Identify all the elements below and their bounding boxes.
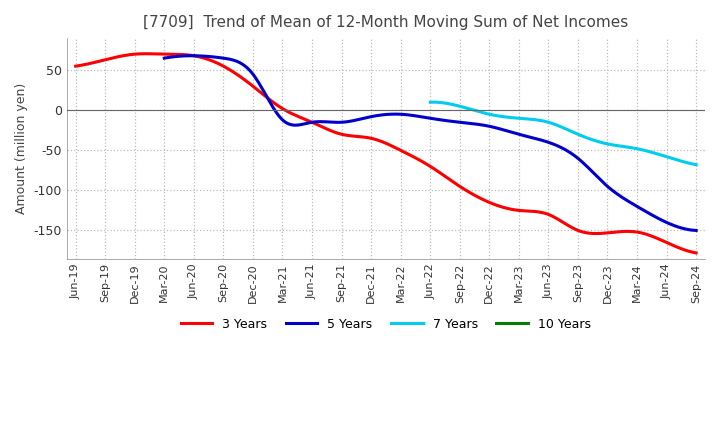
Line: 7 Years: 7 Years — [431, 102, 696, 165]
Title: [7709]  Trend of Mean of 12-Month Moving Sum of Net Incomes: [7709] Trend of Mean of 12-Month Moving … — [143, 15, 629, 30]
3 Years — [636, 230, 644, 235]
3 Years — [596, 231, 605, 236]
7 Years — [651, 150, 660, 156]
7 Years — [668, 156, 677, 161]
Legend: 3 Years, 5 Years, 7 Years, 10 Years: 3 Years, 5 Years, 7 Years, 10 Years — [176, 313, 595, 336]
7 Years — [427, 99, 436, 105]
5 Years — [610, 189, 618, 194]
5 Years — [644, 210, 652, 216]
3 Years — [71, 63, 80, 69]
7 Years — [585, 136, 594, 141]
5 Years — [189, 53, 197, 59]
7 Years — [692, 162, 701, 167]
5 Years — [487, 124, 496, 129]
3 Years — [453, 182, 462, 187]
7 Years — [590, 138, 598, 143]
3 Years — [142, 51, 150, 56]
3 Years — [73, 63, 82, 69]
3 Years — [441, 174, 449, 179]
3 Years — [443, 175, 451, 180]
5 Years — [477, 122, 485, 128]
5 Years — [478, 122, 487, 128]
Line: 3 Years: 3 Years — [76, 54, 696, 253]
7 Years — [426, 99, 435, 105]
5 Years — [160, 55, 168, 61]
3 Years — [692, 250, 701, 256]
5 Years — [162, 55, 171, 60]
Line: 5 Years: 5 Years — [164, 56, 696, 231]
7 Years — [429, 99, 438, 105]
5 Years — [692, 228, 701, 233]
Y-axis label: Amount (million yen): Amount (million yen) — [15, 83, 28, 214]
7 Years — [584, 136, 593, 141]
